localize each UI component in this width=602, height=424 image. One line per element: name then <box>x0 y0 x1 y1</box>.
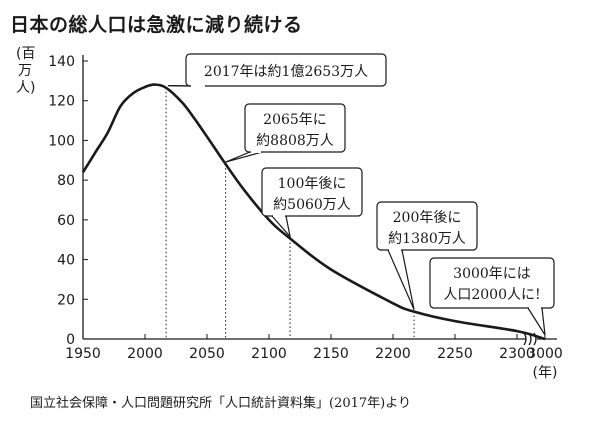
y-tick-label: 120 <box>48 94 75 110</box>
x-axis-unit: (年) <box>533 365 558 381</box>
source-note: 国立社会保障・人口問題研究所「人口統計資料集」(2017年)より <box>30 396 411 411</box>
callout-text: 2017年は約1億2653万人 <box>204 64 368 80</box>
callout-text: 3000年には <box>453 266 531 282</box>
y-tick-label: 0 <box>66 332 75 348</box>
callout-text: 2065年に <box>263 112 327 128</box>
axis-break-mark <box>533 332 537 346</box>
x-tick-label: 2000 <box>127 346 163 362</box>
callout-text: 約5060万人 <box>273 197 351 213</box>
axis-break-mark <box>528 332 532 346</box>
callout-tail <box>387 249 415 310</box>
x-tick-label: 2250 <box>437 346 473 362</box>
y-tick-label: 80 <box>57 173 75 189</box>
x-tick-label: 2100 <box>251 346 287 362</box>
callout-text: 約8808万人 <box>256 133 334 149</box>
callout-text: 約1380万人 <box>388 231 466 247</box>
callout-tail <box>225 151 263 163</box>
chart-title: 日本の総人口は急激に減り続ける <box>10 14 303 36</box>
y-tick-label: 40 <box>57 253 75 269</box>
x-tick-label: 2300 <box>499 346 535 362</box>
x-tick-label: 2050 <box>189 346 225 362</box>
y-tick-label: 140 <box>48 54 75 70</box>
callout-box <box>244 103 346 153</box>
y-tick-label: 100 <box>48 133 75 149</box>
x-tick-label: 3000 <box>527 346 563 362</box>
callout-text: 100年後に <box>278 176 347 192</box>
y-tick-label: 60 <box>57 213 75 229</box>
x-tick-label: 2200 <box>375 346 411 362</box>
x-tick-label: 1950 <box>65 346 101 362</box>
callout-tail <box>526 307 546 336</box>
y-axis-unit: (百万人) <box>16 46 36 96</box>
callout-box <box>376 201 478 251</box>
callout-box <box>429 257 555 309</box>
callout-box <box>261 167 363 217</box>
callout-box <box>185 53 387 87</box>
y-tick-label: 20 <box>57 292 75 308</box>
axis-break-mark <box>523 332 527 346</box>
callout-text: 200年後に <box>393 210 462 226</box>
population-line <box>81 83 546 341</box>
x-tick-label: 2150 <box>313 346 349 362</box>
callout-text: 人口2000人に! <box>443 287 540 303</box>
